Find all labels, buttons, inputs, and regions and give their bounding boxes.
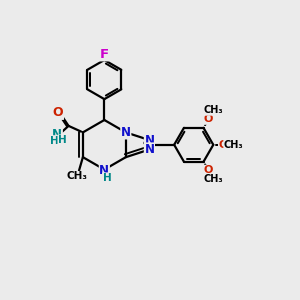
Text: CH₃: CH₃ (66, 172, 87, 182)
Text: O: O (204, 114, 213, 124)
Text: H: H (103, 173, 111, 183)
Text: N: N (121, 126, 131, 139)
Text: CH₃: CH₃ (204, 105, 224, 115)
Text: N: N (144, 143, 154, 156)
Text: O: O (218, 140, 228, 150)
Text: CH₃: CH₃ (224, 140, 244, 150)
Text: H: H (50, 136, 58, 146)
Text: O: O (204, 165, 213, 175)
Text: N: N (52, 128, 62, 141)
Text: CH₃: CH₃ (204, 174, 224, 184)
Text: N: N (99, 164, 109, 177)
Text: N: N (144, 134, 154, 146)
Text: O: O (53, 106, 63, 119)
Text: H: H (58, 135, 67, 145)
Text: F: F (100, 48, 109, 61)
